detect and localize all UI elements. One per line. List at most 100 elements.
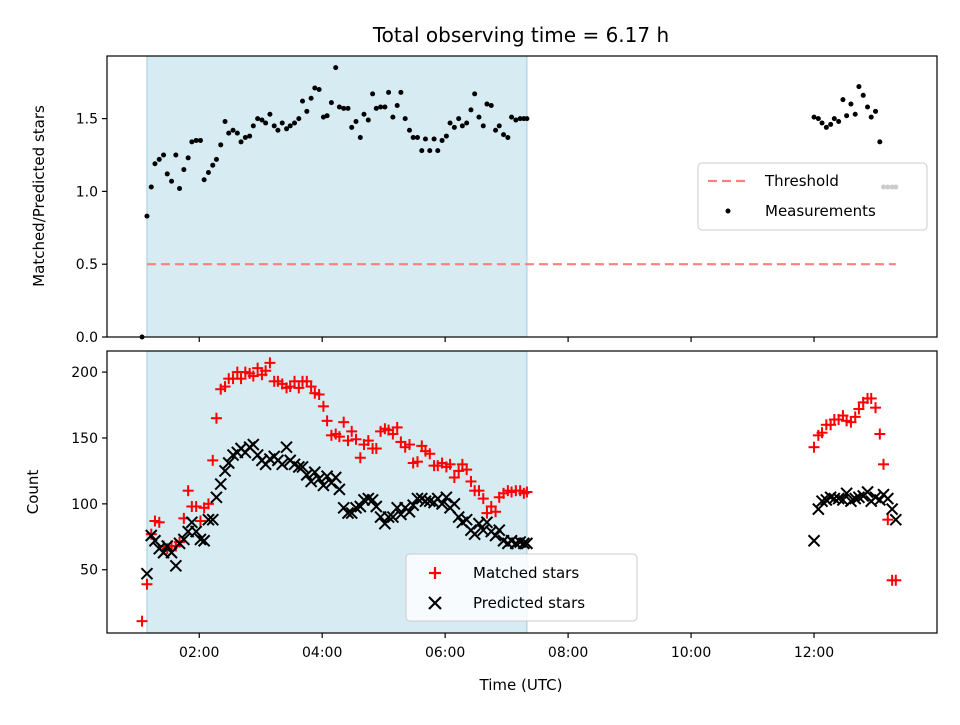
measurement-point	[410, 135, 416, 141]
count-panel-frame	[106, 350, 938, 634]
measurement-point	[197, 137, 203, 143]
measurement-point	[852, 111, 858, 117]
measurement-point	[524, 116, 530, 122]
matched-point	[153, 516, 165, 528]
matched-point	[853, 403, 865, 415]
predicted-point	[885, 502, 899, 516]
predicted-point	[161, 539, 174, 553]
y-tick-label: 150	[71, 431, 98, 447]
measurement-point	[312, 85, 318, 91]
ratio-legend: Threshold Measurements	[697, 162, 928, 231]
matched-point	[333, 431, 345, 443]
measurement-point	[271, 123, 277, 129]
measurement-point	[349, 124, 355, 130]
matched-point	[403, 439, 415, 451]
x-tick-label: 08:00	[548, 645, 588, 661]
matched-point	[182, 485, 194, 497]
count-legend-box	[405, 553, 638, 622]
measurement-point	[873, 108, 879, 114]
predicted-point	[329, 471, 342, 484]
x-tick-label: 02:00	[179, 645, 219, 661]
predicted-point	[300, 468, 314, 482]
measurement-point	[275, 127, 281, 133]
x-tick-label: 06:00	[425, 645, 465, 661]
measurement-point	[390, 114, 396, 120]
predicted-point	[247, 438, 260, 451]
measurement-point	[828, 121, 834, 127]
matched-point	[890, 574, 902, 586]
measurement-point	[205, 169, 211, 175]
predicted-point	[832, 492, 845, 505]
measurement-point	[476, 114, 482, 120]
count-x-ticks: 02:00 04:00 06:00 08:00 10:00 12:00	[179, 633, 834, 661]
predicted-point	[448, 497, 461, 511]
measurement-point	[443, 133, 449, 139]
predicted-point	[202, 513, 215, 526]
matched-point	[342, 435, 354, 447]
measurement-point	[386, 89, 392, 95]
matched-point	[808, 441, 820, 453]
matched-point	[477, 493, 489, 505]
predicted-point	[517, 537, 531, 550]
matched-point	[210, 412, 222, 424]
measurement-point	[848, 101, 854, 107]
count-y-ticks: 50 100 150 200	[71, 365, 107, 579]
y-tick-label: 0.0	[76, 330, 98, 346]
measurement-point	[844, 113, 850, 119]
chart-title: Total observing time = 6.17 h	[372, 23, 669, 47]
measurement-point	[181, 167, 187, 173]
measurement-point	[435, 148, 441, 154]
measurement-point	[451, 124, 457, 130]
matched-point	[252, 362, 264, 374]
measurement-point	[218, 142, 224, 148]
predicted-point	[520, 537, 534, 550]
matched-point	[481, 507, 493, 519]
measurement-point	[193, 137, 199, 143]
predicted-point	[386, 510, 400, 524]
measurement-point	[361, 111, 367, 117]
matched-point	[190, 500, 202, 512]
matched-point	[473, 485, 485, 497]
y-tick-label: 1.0	[76, 184, 98, 200]
ratio-y-ticks: 0.0 0.5 1.0 1.5	[76, 112, 107, 346]
measurement-point	[230, 127, 236, 133]
measurement-point	[464, 120, 470, 126]
legend-measurements-label: Measurements	[765, 202, 876, 220]
matched-point	[293, 382, 305, 394]
measurement-point	[840, 97, 846, 103]
measurement-point	[439, 137, 445, 143]
matched-point	[305, 381, 317, 393]
count-points	[136, 357, 903, 627]
matched-point	[313, 388, 325, 400]
measurement-point	[156, 156, 162, 162]
matched-point	[247, 370, 259, 382]
measurement-point	[169, 178, 175, 184]
predicted-point	[394, 508, 408, 521]
measurement-point	[513, 117, 519, 123]
measurement-point	[459, 123, 465, 129]
measurement-point	[823, 124, 829, 130]
measurement-point	[328, 100, 334, 106]
measurement-point	[210, 162, 216, 168]
measurement-point	[456, 116, 462, 122]
matched-point	[350, 433, 362, 445]
predicted-point	[840, 487, 853, 500]
matched-point	[219, 381, 231, 393]
predicted-point	[145, 529, 158, 542]
predicted-point	[366, 493, 379, 507]
measurement-point	[238, 139, 244, 145]
matched-point	[354, 452, 366, 464]
predicted-point	[489, 529, 502, 542]
predicted-point	[460, 513, 473, 526]
legend-measurements-swatch	[725, 208, 731, 214]
predicted-point	[304, 475, 318, 488]
measurement-point	[357, 135, 363, 141]
measurement-point	[509, 114, 515, 120]
predicted-point	[333, 483, 346, 496]
predicted-point	[296, 460, 309, 474]
x-tick-label: 12:00	[794, 645, 834, 661]
legend-predicted-label: Predicted stars	[473, 594, 585, 612]
measurement-point	[819, 120, 825, 126]
predicted-point	[411, 492, 424, 505]
